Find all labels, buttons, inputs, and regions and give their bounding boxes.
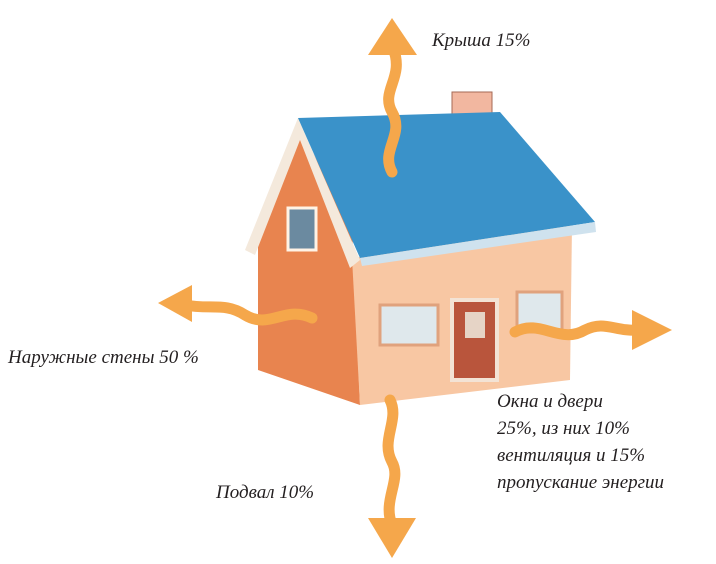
roof-label: Крыша 15% (431, 30, 530, 51)
windows-label: вентиляция и 15% (497, 445, 645, 466)
basement-label: Подвал 10% (215, 482, 314, 503)
arrow-down (388, 400, 395, 525)
arrow-head (368, 18, 417, 55)
windows-label: 25%, из них 10% (497, 418, 630, 439)
arrow-head (158, 285, 192, 322)
windows-label: пропускание энергии (497, 472, 664, 493)
front-window (380, 305, 438, 345)
windows-label: Окна и двери (497, 391, 603, 412)
arrow-right (515, 326, 640, 335)
door-pane (465, 312, 485, 338)
arrow-head (632, 310, 672, 350)
side-window (288, 208, 316, 250)
arrow-head (368, 518, 416, 558)
house (245, 92, 596, 405)
heat-loss-diagram: Крыша 15% Наружные стены 50 % Окна и две… (0, 0, 716, 564)
walls-label: Наружные стены 50 % (7, 347, 199, 368)
